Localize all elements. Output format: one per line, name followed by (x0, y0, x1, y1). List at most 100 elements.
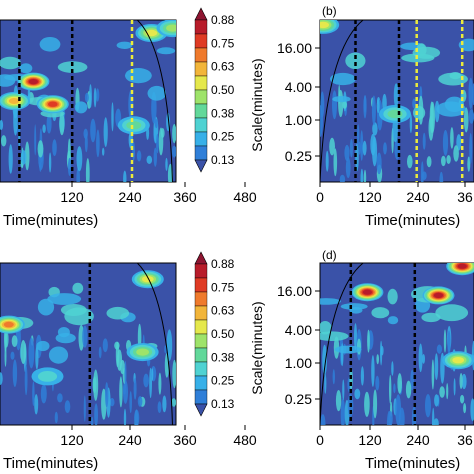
heatmap-cell (124, 360, 127, 389)
heatmap-cell (354, 323, 357, 350)
heatmap-cell (371, 307, 390, 319)
heatmap-cell (432, 407, 435, 425)
heatmap-cell (340, 303, 368, 310)
heatmap-cell (93, 87, 97, 108)
x-tick-label: 240 (118, 189, 142, 205)
heatmap-cell (393, 383, 396, 394)
heatmap-hotspot (166, 24, 176, 32)
heatmap-cell (332, 96, 351, 103)
heatmap-cell (147, 85, 167, 101)
heatmap-cell (1, 135, 7, 147)
heatmap-cell (418, 343, 423, 373)
heatmap-cell (375, 375, 380, 391)
heatmap-cell (470, 398, 474, 422)
heatmap-cell (332, 90, 337, 120)
heatmap-cell (59, 112, 65, 136)
heatmap-cell (443, 329, 447, 353)
heatmap-cell (335, 390, 342, 412)
colorbar-label: 0.38 (211, 106, 235, 120)
x-tick-label: 0 (316, 432, 324, 448)
heatmap-cell (434, 353, 439, 380)
heatmap-cell (453, 378, 456, 396)
heatmap-cell (0, 74, 16, 87)
heatmap-cell (12, 359, 18, 388)
x-tick-label: 240 (406, 189, 430, 205)
heatmap-hotspot (145, 29, 158, 37)
heatmap-cell (325, 150, 329, 172)
heatmap-cell (330, 72, 356, 86)
heatmap-cell (40, 384, 47, 404)
y-tick-label: 4.00 (285, 322, 312, 338)
heatmap-cell (156, 133, 159, 154)
heatmap-cell (421, 312, 441, 323)
heatmap-cell (439, 386, 445, 398)
heatmap-cell (171, 145, 176, 158)
y-ticks-bottom-right: 16.00 4.00 1.00 0.25 (277, 283, 320, 407)
heatmap-cell (439, 171, 444, 182)
heatmap-cell (334, 345, 362, 354)
heatmap-cell (344, 144, 350, 162)
x-ticks-bottom-right: 0 120 240 36 (316, 425, 473, 448)
colorbar-label: 0.75 (211, 280, 235, 294)
heatmap-cell (463, 403, 467, 414)
y-tick-label: 1.00 (285, 355, 312, 371)
heatmap-cell (95, 88, 100, 102)
panel-top-left: 120 240 360 480 Time(minutes) (0, 19, 257, 229)
x-axis-title-top-right: Time(minutes) (365, 212, 460, 229)
heatmap-cell (360, 168, 364, 182)
x-axis-title-bottom-left: Time(minutes) (3, 455, 98, 472)
colorbar-label: 0.50 (211, 83, 235, 97)
heatmap-hotspot (28, 79, 38, 85)
heatmap-cell (450, 127, 454, 149)
colorbar-swatch (194, 347, 208, 363)
colorbar-bottom-swatches (194, 251, 208, 417)
heatmap-cell (72, 282, 84, 294)
heatmap-cell (469, 133, 473, 164)
heatmap-cell (134, 409, 140, 425)
x-axis-title-bottom-right: Time(minutes) (365, 455, 460, 472)
heatmap-cell (446, 155, 451, 164)
heatmap-cell (57, 327, 70, 338)
heatmap-cell (90, 118, 96, 143)
colorbar-swatch (194, 375, 208, 391)
heatmap-cell (67, 157, 72, 176)
colorbar-swatch (194, 333, 208, 349)
heatmap-cell (370, 133, 376, 156)
colorbar-swatch (194, 89, 208, 105)
heatmap-cell (461, 373, 467, 390)
heatmap-cell (429, 101, 434, 134)
heatmap-cell (54, 411, 58, 424)
heatmap-cell (459, 373, 463, 389)
heatmap-cell (146, 155, 153, 164)
heatmap-cell (116, 349, 123, 371)
x-tick-label: 36 (457, 189, 473, 205)
panel-letter-d: (d) (322, 248, 337, 262)
heatmap-cell (354, 388, 361, 400)
x-tick-label: 480 (233, 432, 257, 448)
x-tick-label: 36 (457, 432, 473, 448)
y-tick-label: 16.00 (277, 40, 312, 56)
panel-top-right: 0 120 240 36 16.00 4.00 1.00 0.25 (b) Time(min… (277, 4, 474, 229)
cone-of-influence (320, 263, 364, 425)
heatmap-cell (166, 329, 173, 362)
heatmap-cell (410, 369, 415, 391)
heatmap-cell (431, 359, 435, 390)
heatmap-cell (345, 157, 351, 179)
heatmap-hotspot (136, 348, 150, 356)
heatmap-cell (106, 306, 130, 320)
heatmap-hotspot (320, 21, 329, 29)
heatmap-cell (342, 379, 345, 401)
heatmap-cell (320, 105, 323, 137)
heatmap-cell (42, 124, 46, 133)
heatmap-hotspot (457, 263, 467, 269)
heatmap-cell (96, 129, 100, 158)
heatmap-cell (102, 338, 108, 353)
heatmap-cell (362, 140, 367, 156)
colorbar-swatch (194, 319, 208, 335)
heatmap-bottom-right (320, 263, 474, 425)
colorbar-swatch (194, 33, 208, 49)
heatmap-cell (171, 398, 176, 407)
heatmap-hotspot (37, 371, 58, 382)
heatmap-cell (422, 132, 426, 150)
heatmap-cell (0, 372, 3, 385)
